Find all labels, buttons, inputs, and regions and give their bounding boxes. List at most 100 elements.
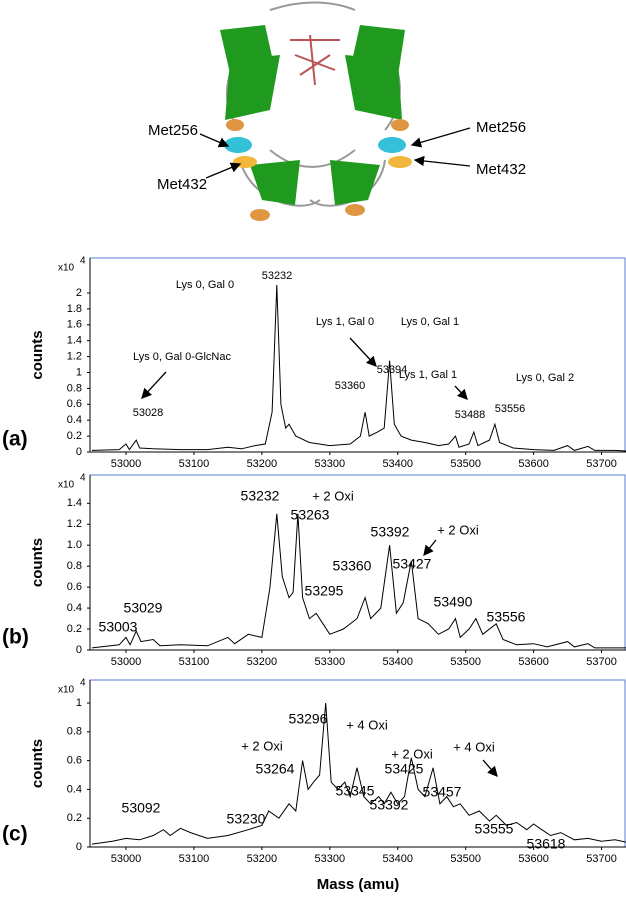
x-axis-label: Mass (amu) bbox=[317, 876, 400, 893]
x-tick-label: 53500 bbox=[450, 656, 481, 668]
x-tick-label: 53600 bbox=[518, 853, 549, 865]
y-tick-label: 1.4 bbox=[67, 335, 82, 347]
annotation: Lys 0, Gal 2 bbox=[516, 372, 574, 384]
x-tick-label: 53200 bbox=[247, 853, 278, 865]
y-tick-label: 0.2 bbox=[67, 430, 82, 442]
annotation: 53392 bbox=[370, 797, 409, 813]
annotation: 53345 bbox=[336, 783, 375, 799]
panel-label: (c) bbox=[2, 823, 28, 846]
y-tick-label: 0 bbox=[76, 644, 82, 656]
x-tick-label: 53000 bbox=[111, 458, 142, 470]
annotation: + 2 Oxi bbox=[391, 746, 433, 761]
annotation: 53360 bbox=[333, 558, 372, 574]
annotation: 53029 bbox=[124, 600, 163, 616]
annotation: Lys 0, Gal 1 bbox=[401, 316, 459, 328]
annotation: Lys 1, Gal 0 bbox=[316, 316, 374, 328]
annotation: 53488 bbox=[455, 409, 486, 421]
y-tick-label: 1 bbox=[76, 366, 82, 378]
annotation: 53392 bbox=[371, 524, 410, 540]
x-tick-label: 53100 bbox=[179, 458, 210, 470]
x-tick-label: 53600 bbox=[518, 458, 549, 470]
spectrum-line bbox=[91, 702, 626, 845]
y-tick-label: 0.6 bbox=[67, 398, 82, 410]
x-tick-label: 53600 bbox=[518, 656, 549, 668]
y-tick-label: 2 bbox=[76, 287, 82, 299]
annotation: + 2 Oxi bbox=[312, 488, 354, 503]
annotation: 53264 bbox=[256, 761, 295, 777]
residue-label: Met432 bbox=[157, 176, 207, 193]
y-tick-label: 0.6 bbox=[67, 755, 82, 767]
y-tick-label: 0.6 bbox=[67, 581, 82, 593]
annotation: 53555 bbox=[475, 821, 514, 837]
annotation: 53028 bbox=[133, 407, 164, 419]
annotation: Lys 1, Gal 1 bbox=[399, 369, 457, 381]
y-tick-label: 0.2 bbox=[67, 812, 82, 824]
annotation: 53232 bbox=[241, 488, 280, 504]
annotation: 53360 bbox=[335, 380, 366, 392]
x-tick-label: 53000 bbox=[111, 853, 142, 865]
y-scale: x10 bbox=[58, 685, 75, 696]
annotation: 53230 bbox=[227, 811, 266, 827]
residue-label: Met432 bbox=[476, 161, 526, 178]
y-tick-label: 1 bbox=[76, 697, 82, 709]
y-tick-label: 0.8 bbox=[67, 726, 82, 738]
y-scale: x10 bbox=[58, 480, 75, 491]
arrows bbox=[199, 127, 471, 179]
y-tick-label: 0.8 bbox=[67, 382, 82, 394]
x-tick-label: 53400 bbox=[382, 458, 413, 470]
y-tick-label: 1.2 bbox=[67, 518, 82, 530]
annotation: + 4 Oxi bbox=[453, 739, 495, 754]
x-tick-label: 53500 bbox=[450, 458, 481, 470]
y-tick-label: 0 bbox=[76, 841, 82, 853]
y-tick-label: 0.4 bbox=[67, 414, 82, 426]
annotation: 53425 bbox=[385, 761, 424, 777]
x-tick-label: 53300 bbox=[315, 853, 346, 865]
y-axis-label: counts bbox=[29, 330, 46, 379]
annotation: 53556 bbox=[495, 403, 526, 415]
residue-label: Met256 bbox=[476, 119, 526, 136]
protein-structure bbox=[220, 1, 412, 221]
residue-label: Met256 bbox=[148, 122, 198, 139]
annotation: + 2 Oxi bbox=[437, 522, 479, 537]
x-tick-label: 53400 bbox=[382, 853, 413, 865]
annotation: 53296 bbox=[289, 711, 328, 727]
annotation: Lys 0, Gal 0-GlcNac bbox=[133, 351, 232, 363]
x-tick-label: 53000 bbox=[111, 656, 142, 668]
x-tick-label: 53300 bbox=[315, 656, 346, 668]
x-tick-label: 53700 bbox=[586, 853, 617, 865]
y-tick-label: 1.6 bbox=[67, 319, 82, 331]
x-tick-label: 53700 bbox=[586, 656, 617, 668]
y-tick-label: 0.8 bbox=[67, 560, 82, 572]
y-scale-exponent: 4 bbox=[80, 256, 86, 267]
x-tick-label: 53100 bbox=[179, 656, 210, 668]
x-tick-label: 53100 bbox=[179, 853, 210, 865]
annotation: 53556 bbox=[487, 609, 526, 625]
y-tick-label: 1.2 bbox=[67, 350, 82, 362]
y-scale-exponent: 4 bbox=[80, 678, 86, 689]
annotation: 53427 bbox=[393, 556, 432, 572]
annotation: 53232 bbox=[262, 270, 293, 282]
annotation: + 2 Oxi bbox=[241, 738, 283, 753]
spectrum-line bbox=[91, 284, 626, 452]
spectrum-line bbox=[91, 513, 626, 649]
panel-label: (a) bbox=[2, 428, 28, 451]
annotation: 53092 bbox=[122, 800, 161, 816]
x-tick-label: 53200 bbox=[247, 458, 278, 470]
annotation: Lys 0, Gal 0 bbox=[176, 279, 234, 291]
annotation: 53295 bbox=[305, 583, 344, 599]
annotation-arrow bbox=[482, 759, 498, 777]
annotation: 53618 bbox=[527, 836, 566, 852]
y-tick-label: 1.4 bbox=[67, 497, 82, 509]
annotation: 53457 bbox=[423, 784, 462, 800]
y-axis-label: counts bbox=[29, 538, 46, 587]
y-tick-label: 0.4 bbox=[67, 602, 82, 614]
x-tick-label: 53400 bbox=[382, 656, 413, 668]
annotation-arrow bbox=[454, 385, 468, 400]
y-scale-exponent: 4 bbox=[80, 473, 86, 484]
y-tick-label: 0.2 bbox=[67, 623, 82, 635]
x-tick-label: 53700 bbox=[586, 458, 617, 470]
x-tick-label: 53200 bbox=[247, 656, 278, 668]
y-tick-label: 1.0 bbox=[67, 539, 82, 551]
panel-label: (b) bbox=[2, 626, 29, 649]
